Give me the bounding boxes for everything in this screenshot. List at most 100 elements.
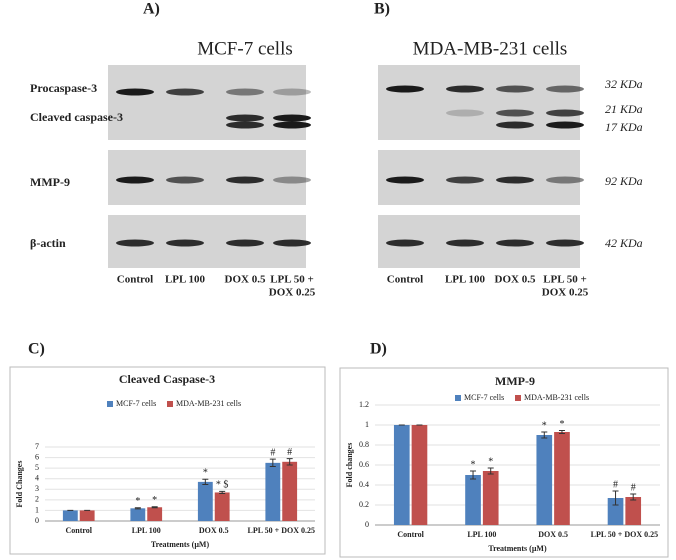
lane-label: LPL 100 bbox=[165, 274, 206, 286]
size-label: 42 KDa bbox=[605, 236, 643, 250]
y-axis-title: Fold Changes bbox=[15, 461, 24, 508]
lane-label: DOX 0.25 bbox=[269, 287, 316, 299]
error-bar bbox=[151, 506, 158, 509]
x-tick-label: LPL 100 bbox=[132, 526, 161, 535]
bar bbox=[62, 510, 78, 521]
annotation: * bbox=[152, 495, 157, 506]
error-bar bbox=[630, 493, 637, 501]
error-bar bbox=[286, 458, 293, 466]
lane-label: Control bbox=[387, 274, 423, 286]
annotation: * bbox=[135, 496, 140, 507]
error-bar bbox=[558, 430, 565, 434]
lane-label: LPL 50 + bbox=[270, 274, 314, 286]
bar bbox=[79, 510, 95, 521]
error-bar bbox=[541, 431, 548, 439]
bar bbox=[130, 508, 146, 521]
panel-label: C) bbox=[28, 341, 45, 358]
annotation: * bbox=[203, 468, 208, 479]
blot-band bbox=[446, 109, 484, 117]
bar bbox=[393, 425, 410, 525]
y-tick-label: 2 bbox=[35, 495, 39, 504]
annotation: * bbox=[542, 420, 547, 431]
panel-label: D) bbox=[370, 341, 387, 358]
y-tick-label: 1 bbox=[365, 420, 369, 429]
blot-band bbox=[226, 176, 264, 184]
x-tick-label: LPL 50 + DOX 0.25 bbox=[591, 530, 658, 539]
y-tick-label: 1.2 bbox=[359, 400, 369, 409]
bar bbox=[482, 471, 499, 525]
error-bar bbox=[487, 467, 494, 475]
blot-band bbox=[226, 114, 264, 122]
blot-band bbox=[226, 88, 264, 96]
blot-band bbox=[496, 109, 534, 117]
error-bar bbox=[612, 490, 619, 506]
bar bbox=[411, 425, 428, 525]
size-label: 21 KDa bbox=[605, 102, 643, 116]
row-label: MMP-9 bbox=[30, 175, 70, 189]
lane-label: DOX 0.25 bbox=[542, 287, 589, 299]
legend-label: MCF-7 cells bbox=[116, 399, 156, 408]
panel-label: B) bbox=[374, 1, 390, 18]
bar bbox=[214, 492, 230, 521]
size-label: 32 KDa bbox=[604, 77, 643, 91]
y-tick-label: 0 bbox=[35, 516, 39, 525]
blot-band bbox=[226, 239, 264, 247]
size-label: 92 KDa bbox=[605, 174, 643, 188]
y-tick-label: 0.8 bbox=[359, 440, 369, 449]
legend-label: MDA-MB-231 cells bbox=[176, 399, 241, 408]
x-tick-label: DOX 0.5 bbox=[538, 530, 568, 539]
blot-band bbox=[166, 239, 204, 247]
blot-band bbox=[496, 85, 534, 93]
bar bbox=[197, 481, 213, 521]
lane-label: Control bbox=[117, 274, 153, 286]
y-tick-label: 0.6 bbox=[359, 460, 369, 469]
x-axis-title: Treatments (µM) bbox=[488, 544, 547, 553]
row-label: Procaspase-3 bbox=[30, 81, 97, 95]
annotation: * $ bbox=[216, 480, 229, 491]
bar bbox=[147, 507, 163, 521]
error-bar bbox=[134, 507, 141, 510]
blot-band bbox=[273, 239, 311, 247]
legend-swatch bbox=[515, 395, 521, 401]
blot-band bbox=[386, 239, 424, 247]
bar bbox=[465, 475, 481, 525]
panel-label: A) bbox=[143, 1, 160, 18]
bar bbox=[607, 498, 624, 525]
annotation: * bbox=[488, 456, 493, 467]
bar bbox=[625, 497, 642, 525]
x-tick-label: LPL 50 + DOX 0.25 bbox=[248, 526, 315, 535]
blot-band bbox=[386, 85, 424, 93]
blot-band bbox=[496, 239, 534, 247]
error-bar bbox=[470, 470, 477, 480]
x-tick-label: Control bbox=[397, 530, 424, 539]
legend-swatch bbox=[107, 401, 113, 407]
blot-band bbox=[273, 121, 311, 129]
bar bbox=[536, 435, 553, 525]
blot-band bbox=[546, 109, 584, 117]
blot-band bbox=[546, 121, 584, 129]
row-label: Cleaved caspase-3 bbox=[30, 110, 123, 124]
lane-label: DOX 0.5 bbox=[495, 274, 536, 286]
lane-label: DOX 0.5 bbox=[225, 274, 266, 286]
blot-band bbox=[273, 88, 311, 96]
x-tick-label: DOX 0.5 bbox=[199, 526, 229, 535]
blot-band bbox=[496, 176, 534, 184]
error-bar bbox=[269, 458, 276, 468]
y-tick-label: 7 bbox=[35, 442, 39, 451]
y-tick-label: 0.4 bbox=[359, 480, 369, 489]
legend-label: MDA-MB-231 cells bbox=[524, 393, 589, 402]
y-tick-label: 5 bbox=[35, 463, 39, 472]
legend-label: MCF-7 cells bbox=[464, 393, 504, 402]
chart-title: MMP-9 bbox=[495, 374, 535, 388]
error-bar bbox=[202, 478, 209, 486]
blot-band bbox=[546, 176, 584, 184]
y-tick-label: 0.2 bbox=[359, 500, 369, 509]
y-tick-label: 6 bbox=[35, 452, 39, 461]
blot-band bbox=[166, 176, 204, 184]
blot-band bbox=[446, 239, 484, 247]
error-bar bbox=[219, 490, 226, 495]
y-tick-label: 0 bbox=[365, 520, 369, 529]
blot-band bbox=[273, 114, 311, 122]
blot-band bbox=[116, 88, 154, 96]
